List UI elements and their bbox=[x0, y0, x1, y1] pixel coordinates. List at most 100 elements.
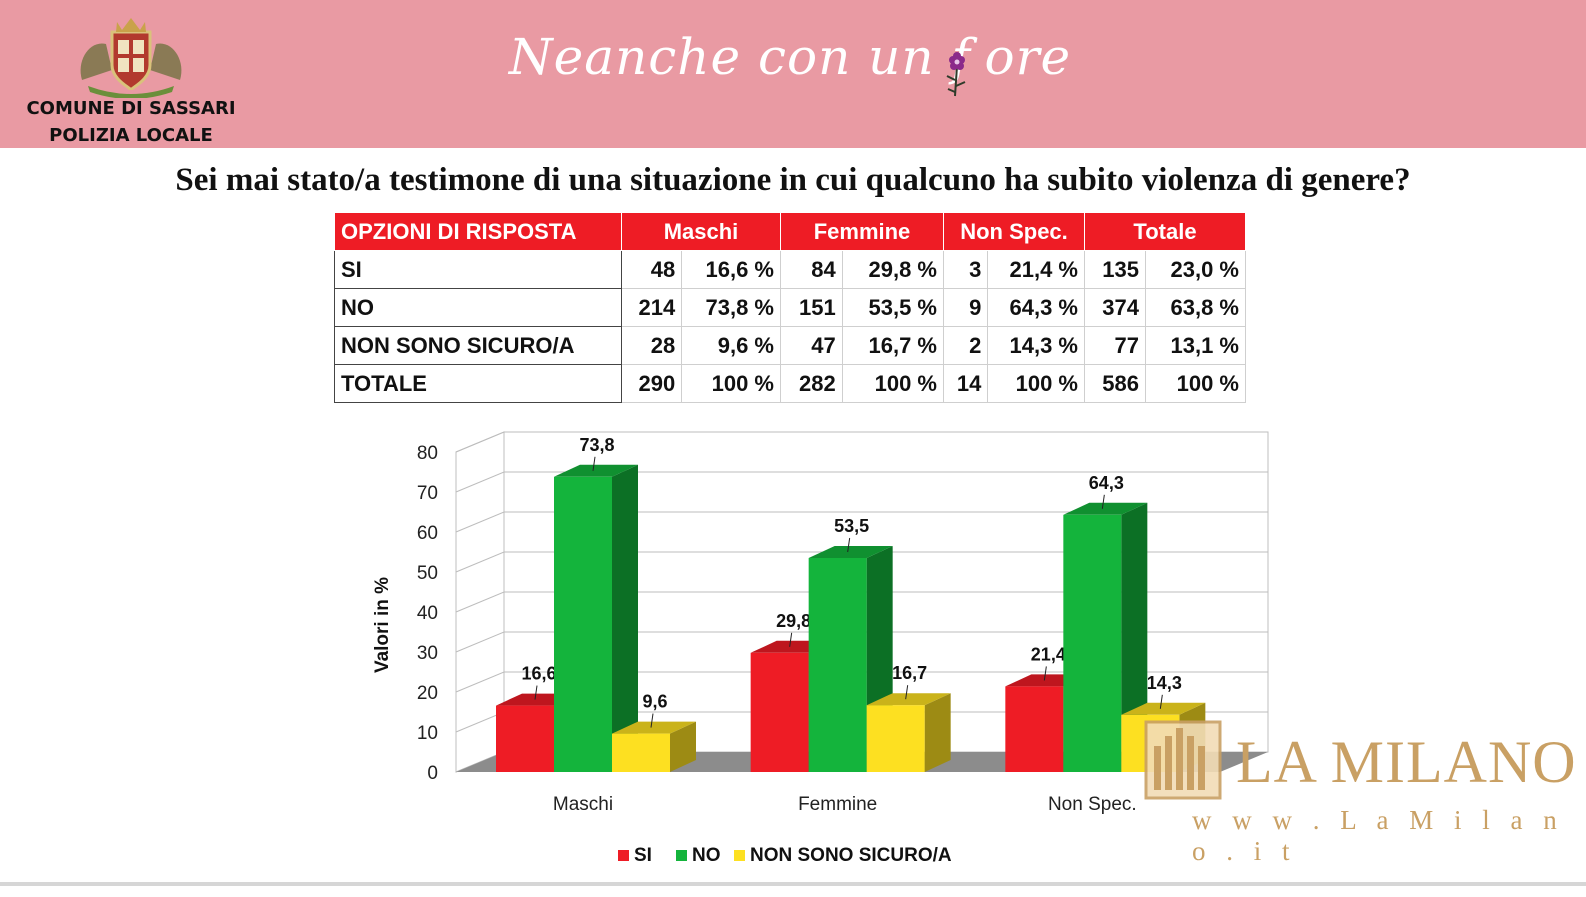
row-label: TOTALE bbox=[334, 364, 622, 403]
legend-label: NON SONO SICURO/A bbox=[750, 845, 952, 866]
header-options: OPZIONI DI RISPOSTA bbox=[334, 212, 622, 251]
count-cell: 2 bbox=[942, 326, 989, 365]
count-cell: 3 bbox=[942, 250, 989, 289]
data-label-leader bbox=[534, 685, 538, 700]
watermark-url: w w w . L a M i l a n o . i t bbox=[1192, 805, 1564, 866]
bar bbox=[808, 558, 867, 772]
legend-swatch bbox=[676, 850, 687, 861]
data-label-leader bbox=[1101, 494, 1105, 509]
table-row: NO 214 73,8 % 151 53,5 % 9 64,3 % 374 63,8 % bbox=[334, 288, 1246, 327]
bar-side bbox=[670, 721, 696, 772]
bar-top bbox=[1121, 702, 1206, 715]
percent-cell: 29,8 % bbox=[841, 250, 945, 289]
count-cell: 135 bbox=[1084, 250, 1146, 289]
count-cell: 282 bbox=[780, 364, 843, 403]
y-tick-label: 30 bbox=[417, 643, 438, 664]
data-label: 9,6 bbox=[642, 692, 667, 712]
percent-cell: 13,1 % bbox=[1145, 326, 1246, 365]
count-cell: 28 bbox=[620, 326, 683, 365]
legend-label: NO bbox=[692, 845, 721, 866]
bar-side bbox=[612, 464, 638, 772]
percent-cell: 23,0 % bbox=[1145, 250, 1246, 289]
percent-cell: 14,3 % bbox=[987, 326, 1085, 365]
bar bbox=[750, 652, 809, 772]
bar-top bbox=[866, 693, 951, 706]
percent-cell: 16,6 % bbox=[681, 250, 781, 289]
header-totale: Totale bbox=[1084, 212, 1246, 251]
gridline bbox=[455, 551, 1268, 573]
row-label: SI bbox=[334, 250, 622, 289]
table-body: SI 48 16,6 % 84 29,8 % 3 21,4 % 135 23,0 % NO 214 7… bbox=[334, 250, 1246, 403]
data-label-leader bbox=[847, 537, 851, 553]
y-tick-label: 10 bbox=[417, 723, 438, 744]
y-tick-label: 60 bbox=[417, 523, 438, 544]
org-line-1: COMUNE DI SASSARI bbox=[26, 98, 236, 119]
y-tick-label: 20 bbox=[417, 683, 438, 704]
gridline bbox=[455, 591, 1268, 613]
data-label: 73,8 bbox=[579, 435, 614, 455]
data-label-leader bbox=[1159, 694, 1163, 709]
data-label-leader bbox=[592, 456, 596, 471]
table-row: SI 48 16,6 % 84 29,8 % 3 21,4 % 135 23,0 % bbox=[334, 250, 1246, 289]
y-tick-label: 40 bbox=[417, 603, 438, 624]
data-label: 16,6 bbox=[521, 664, 556, 684]
count-cell: 290 bbox=[620, 364, 683, 403]
bar-side bbox=[924, 693, 951, 772]
data-label: 53,5 bbox=[834, 516, 869, 536]
gridline bbox=[455, 511, 1268, 533]
data-label-leader bbox=[650, 713, 654, 728]
data-label-leader bbox=[1043, 666, 1047, 681]
y-tick-label: 50 bbox=[417, 563, 438, 584]
gridline bbox=[455, 431, 1268, 453]
count-cell: 77 bbox=[1084, 326, 1146, 365]
header-banner: COMUNE DI SASSARI POLIZIA LOCALE Neanche… bbox=[0, 0, 1586, 148]
data-label: 14,3 bbox=[1147, 673, 1182, 693]
percent-cell: 9,6 % bbox=[681, 326, 781, 365]
x-tick-label: Maschi bbox=[553, 794, 613, 815]
coat-of-arms-icon bbox=[80, 18, 182, 98]
bar bbox=[612, 733, 670, 772]
data-label: 29,8 bbox=[776, 611, 811, 631]
bar-top bbox=[808, 546, 893, 558]
count-cell: 586 bbox=[1084, 364, 1146, 403]
bar bbox=[1005, 686, 1064, 772]
x-tick-label: Non Spec. bbox=[1048, 794, 1137, 815]
x-tick-label: Femmine bbox=[798, 794, 877, 815]
data-label: 16,7 bbox=[892, 663, 927, 683]
gridline bbox=[455, 671, 1268, 693]
bar-top bbox=[1063, 502, 1148, 515]
percent-cell: 21,4 % bbox=[987, 250, 1085, 289]
bar bbox=[866, 705, 925, 772]
percent-cell: 53,5 % bbox=[841, 288, 945, 327]
watermark-logo-icon bbox=[1144, 720, 1222, 800]
percent-cell: 64,3 % bbox=[987, 288, 1085, 327]
count-cell: 151 bbox=[780, 288, 843, 327]
data-label: 64,3 bbox=[1089, 473, 1124, 493]
results-table: OPZIONI DI RISPOSTA Maschi Femmine Non S… bbox=[334, 212, 1246, 403]
legend-swatch bbox=[734, 850, 745, 861]
gridline bbox=[455, 471, 1268, 493]
bar-side bbox=[1121, 502, 1148, 772]
bar bbox=[496, 705, 554, 772]
count-cell: 47 bbox=[780, 326, 843, 365]
gridline bbox=[455, 631, 1268, 653]
legend-label: SI bbox=[634, 845, 652, 866]
y-tick-label: 0 bbox=[427, 763, 438, 784]
data-label-leader bbox=[905, 685, 909, 700]
data-label-leader bbox=[789, 632, 793, 647]
footer-divider bbox=[0, 882, 1586, 886]
watermark-name: LA MILANO bbox=[1236, 729, 1577, 795]
percent-cell: 100 % bbox=[681, 364, 781, 403]
count-cell: 14 bbox=[942, 364, 989, 403]
y-tick-label: 80 bbox=[417, 443, 438, 464]
y-axis-label: Valori in % bbox=[372, 577, 393, 673]
flower-icon bbox=[946, 52, 966, 97]
count-cell: 9 bbox=[942, 288, 989, 327]
percent-cell: 100 % bbox=[841, 364, 945, 403]
row-label: NO bbox=[334, 288, 622, 327]
percent-cell: 100 % bbox=[1145, 364, 1246, 403]
percent-cell: 16,7 % bbox=[841, 326, 945, 365]
y-tick-label: 70 bbox=[417, 483, 438, 504]
count-cell: 84 bbox=[780, 250, 843, 289]
table-header-row: OPZIONI DI RISPOSTA Maschi Femmine Non S… bbox=[334, 212, 1246, 251]
